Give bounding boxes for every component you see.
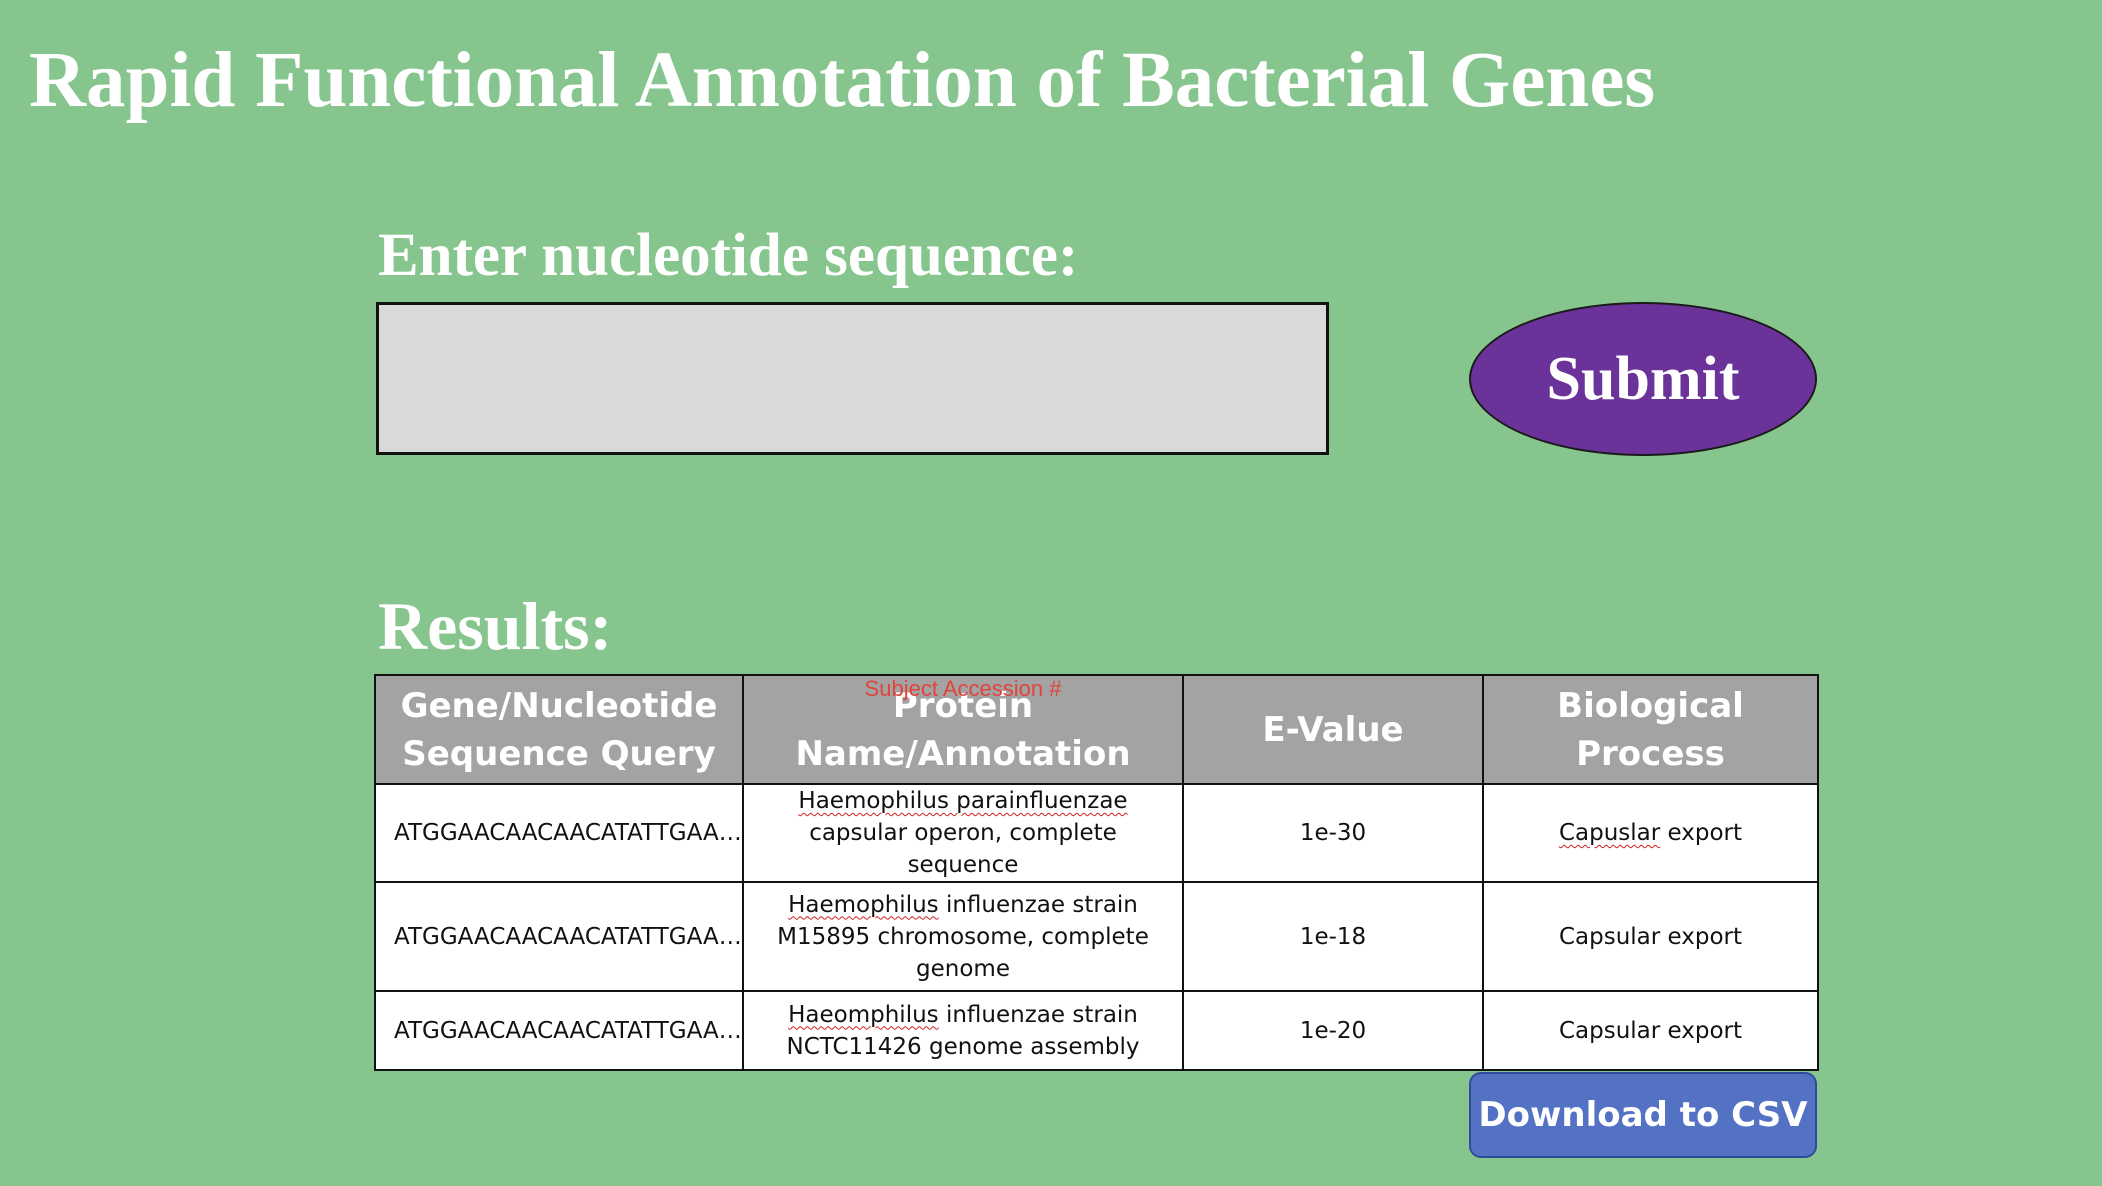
table-row: ATGGAACAACAACATATTGAA… Haemophilus parai… (374, 783, 1819, 883)
protein-genus: Haeomphilus (788, 1001, 939, 1028)
evalue-cell: 1e-20 (1182, 990, 1484, 1071)
page-title: Rapid Functional Annotation of Bacterial… (29, 37, 1656, 124)
process-cell: Capsular export (1482, 990, 1819, 1071)
protein-genus: Haemophilus (788, 891, 939, 918)
evalue-cell: 1e-30 (1182, 783, 1484, 883)
table-header-row: Gene/Nucleotide Sequence Query Subject A… (374, 674, 1819, 785)
sequence-input[interactable] (376, 302, 1329, 455)
protein-description: influenzae strain M15895 chromosome, com… (777, 891, 1149, 982)
column-header-evalue: E-Value (1182, 674, 1484, 785)
accession-note: Subject Accession # (864, 676, 1062, 701)
submit-button[interactable]: Submit (1469, 302, 1817, 456)
results-heading: Results: (378, 588, 613, 664)
column-header-protein: Subject Accession # Protein Name/Annotat… (742, 674, 1184, 785)
process-word: Capuslar (1558, 820, 1661, 846)
query-cell: ATGGAACAACAACATATTGAA… (374, 881, 744, 992)
results-table: Gene/Nucleotide Sequence Query Subject A… (374, 674, 1819, 1071)
sequence-input-label: Enter nucleotide sequence: (378, 222, 1079, 289)
query-cell: ATGGAACAACAACATATTGAA… (374, 990, 744, 1071)
column-header-process: Biological Process (1482, 674, 1819, 785)
protein-genus: Haemophilus parainfluenzae (798, 788, 1128, 814)
process-cell: Capuslar export (1482, 783, 1819, 883)
process-rest: export (1667, 820, 1743, 846)
table-row: ATGGAACAACAACATATTGAA… Haemophilus influ… (374, 881, 1819, 992)
evalue-cell: 1e-18 (1182, 881, 1484, 992)
column-header-protein-label: Protein Name/Annotation (795, 685, 1131, 774)
table-row: ATGGAACAACAACATATTGAA… Haeomphilus influ… (374, 990, 1819, 1071)
protein-cell: Haeomphilus influenzae strain NCTC11426 … (742, 990, 1184, 1071)
process-cell: Capsular export (1482, 881, 1819, 992)
download-csv-button[interactable]: Download to CSV (1469, 1072, 1817, 1158)
query-cell: ATGGAACAACAACATATTGAA… (374, 783, 744, 883)
column-header-query: Gene/Nucleotide Sequence Query (374, 674, 744, 785)
protein-cell: Haemophilus influenzae strain M15895 chr… (742, 881, 1184, 992)
protein-description: influenzae strain NCTC11426 genome assem… (786, 1001, 1140, 1060)
protein-cell: Haemophilus parainfluenzae capsular opero… (742, 783, 1184, 883)
protein-description: capsular operon, complete sequence (809, 820, 1117, 878)
